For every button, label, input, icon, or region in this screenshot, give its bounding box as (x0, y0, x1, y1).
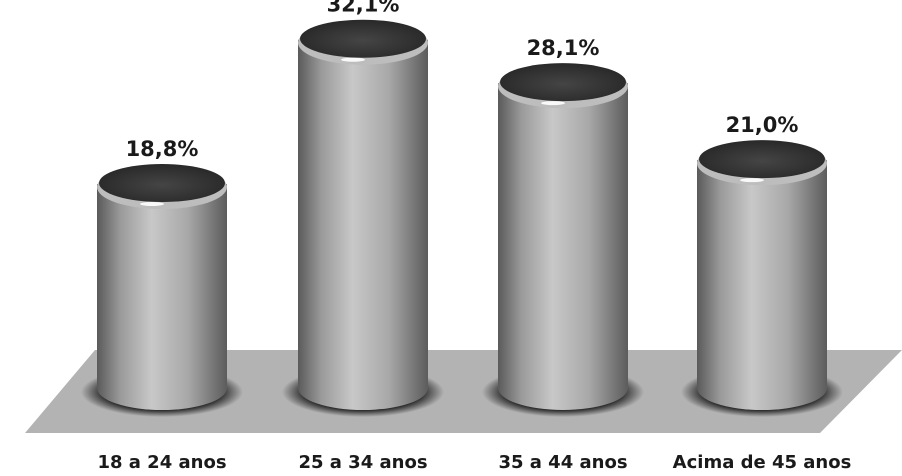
bar-highlight (541, 101, 565, 106)
bar-highlight (740, 178, 764, 183)
labels-layer: 18,8% 18 a 24 anos 32,1% 25 a 34 anos 28,1% 3… (97, 0, 852, 473)
bar-highlight (140, 202, 164, 207)
category-label: 35 a 44 anos (498, 452, 627, 472)
data-label: 28,1% (527, 36, 600, 60)
bar-body (498, 83, 628, 410)
data-label: 32,1% (327, 0, 400, 17)
data-label: 21,0% (726, 113, 799, 137)
category-label: Acima de 45 anos (673, 452, 852, 472)
bar-top (699, 140, 825, 179)
category-label: 18 a 24 anos (97, 452, 226, 472)
bar-4 (681, 140, 843, 417)
bar-body (298, 39, 428, 411)
bar-body (697, 160, 827, 410)
category-label: 25 a 34 anos (298, 452, 427, 472)
bar-1 (81, 164, 243, 417)
chart-floor (25, 350, 902, 433)
bar-top (99, 164, 225, 203)
bar-3 (482, 63, 644, 417)
bar-2 (282, 19, 444, 417)
bars-layer (81, 19, 843, 417)
bar-top (300, 19, 426, 58)
bar-top (500, 63, 626, 102)
bar-highlight (341, 57, 365, 62)
bar-body (97, 184, 227, 410)
data-label: 18,8% (126, 137, 199, 161)
